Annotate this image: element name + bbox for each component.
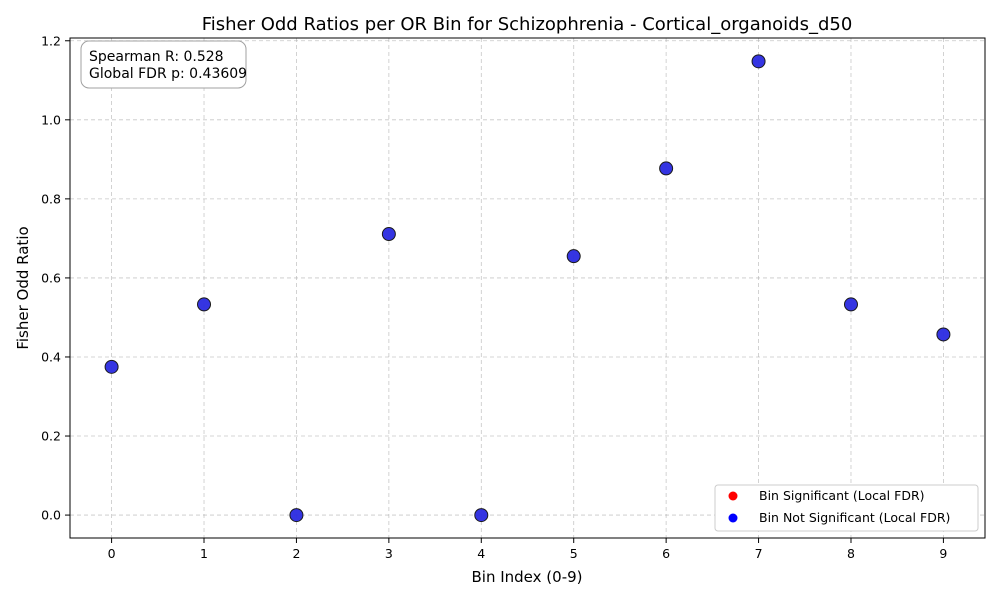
x-axis-ticks: 0 1 2 3 4 5 6 7 8 9 (108, 538, 947, 561)
data-point (104, 359, 119, 374)
x-tick-label: 4 (477, 546, 485, 561)
y-tick-label: 0.2 (41, 429, 61, 444)
legend-marker-not-significant (728, 513, 738, 523)
data-point (381, 227, 396, 242)
y-tick-label: 0.8 (41, 191, 61, 206)
grid (70, 38, 985, 538)
x-tick-label: 8 (847, 546, 855, 561)
data-point (843, 297, 858, 312)
y-tick-label: 0.4 (41, 349, 61, 364)
data-point (566, 249, 581, 264)
y-axis-label: Fisher Odd Ratio (14, 226, 32, 349)
legend-marker-significant (728, 491, 738, 501)
x-axis-label: Bin Index (0-9) (472, 568, 583, 586)
spearman-r-text: Spearman R: 0.528 (89, 49, 224, 65)
x-tick-label: 7 (755, 546, 763, 561)
x-tick-label: 5 (570, 546, 578, 561)
x-tick-label: 3 (385, 546, 393, 561)
data-point (936, 327, 951, 342)
y-tick-label: 1.2 (41, 33, 61, 48)
x-tick-label: 0 (108, 546, 116, 561)
x-tick-label: 6 (662, 546, 670, 561)
chart-title: Fisher Odd Ratios per OR Bin for Schizop… (202, 14, 853, 35)
x-tick-label: 2 (292, 546, 300, 561)
y-tick-label: 0.6 (41, 270, 61, 285)
stats-annotation: Spearman R: 0.528 Global FDR p: 0.43609 (80, 40, 247, 89)
plot-frame (69, 37, 986, 539)
data-point (751, 54, 766, 69)
data-point (197, 297, 212, 312)
legend-label-not-significant: Bin Not Significant (Local FDR) (759, 510, 950, 525)
legend-box (714, 484, 979, 532)
x-tick-label: 1 (200, 546, 208, 561)
data-point (289, 508, 304, 523)
y-axis-ticks: 0.0 0.2 0.4 0.6 0.8 1.0 1.2 (41, 33, 70, 523)
stats-box (80, 40, 247, 89)
legend-label-significant: Bin Significant (Local FDR) (759, 488, 925, 503)
global-fdr-text: Global FDR p: 0.43609 (89, 66, 247, 82)
data-point (474, 508, 489, 523)
x-tick-label: 9 (939, 546, 947, 561)
legend: Bin Significant (Local FDR) Bin Not Sign… (714, 484, 979, 532)
data-point (659, 161, 674, 176)
y-tick-label: 0.0 (41, 508, 61, 523)
y-tick-label: 1.0 (41, 112, 61, 127)
data-points (104, 54, 951, 523)
